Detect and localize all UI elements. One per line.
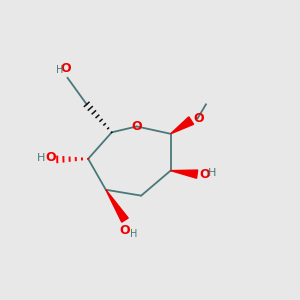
Text: H: H [56,65,63,76]
Text: O: O [131,120,142,133]
Text: O: O [200,168,210,181]
Text: O: O [194,112,204,125]
Polygon shape [171,117,194,134]
Text: H: H [208,168,217,178]
Polygon shape [106,190,128,222]
Polygon shape [171,170,198,178]
Text: H: H [37,153,45,163]
Text: O: O [61,62,71,75]
Text: O: O [45,152,56,164]
Text: H: H [130,229,137,239]
Text: O: O [120,224,130,237]
